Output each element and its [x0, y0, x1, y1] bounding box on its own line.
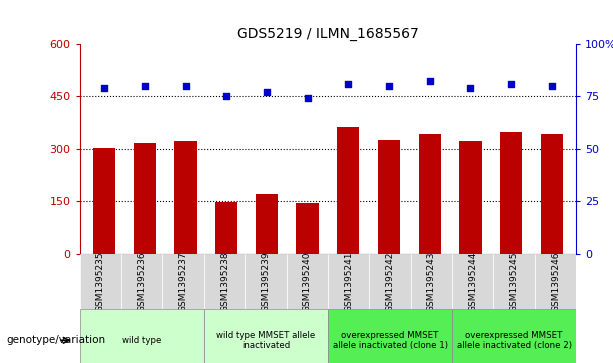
Point: [384, 83, 394, 89]
Point: [547, 83, 557, 89]
Bar: [174, 141, 197, 254]
Point: [303, 95, 313, 101]
Bar: [80, 254, 121, 309]
Bar: [337, 127, 359, 254]
Bar: [134, 143, 156, 254]
Text: GSM1395244: GSM1395244: [468, 251, 478, 311]
Point: [425, 78, 435, 84]
Text: overexpressed MMSET
allele inactivated (clone 1): overexpressed MMSET allele inactivated (…: [332, 331, 447, 350]
Title: GDS5219 / ILMN_1685567: GDS5219 / ILMN_1685567: [237, 27, 419, 41]
Text: GSM1395236: GSM1395236: [137, 251, 147, 312]
Bar: [452, 309, 576, 363]
Text: GSM1395237: GSM1395237: [178, 251, 188, 312]
Text: GSM1395235: GSM1395235: [96, 251, 105, 312]
Bar: [328, 309, 452, 363]
Bar: [369, 254, 411, 309]
Bar: [500, 132, 522, 254]
Bar: [80, 309, 204, 363]
Point: [506, 81, 516, 86]
Bar: [162, 254, 204, 309]
Point: [465, 85, 475, 91]
Text: wild type: wild type: [122, 336, 161, 345]
Bar: [411, 254, 452, 309]
Point: [221, 93, 231, 99]
Point: [262, 89, 272, 95]
Bar: [541, 134, 563, 254]
Text: GSM1395240: GSM1395240: [303, 251, 312, 311]
Bar: [459, 141, 482, 254]
Bar: [378, 140, 400, 254]
Point: [181, 83, 191, 89]
Bar: [328, 254, 369, 309]
Point: [343, 81, 353, 86]
Bar: [452, 254, 493, 309]
Text: genotype/variation: genotype/variation: [6, 335, 105, 345]
Text: GSM1395238: GSM1395238: [220, 251, 229, 312]
Bar: [121, 254, 162, 309]
Text: GSM1395239: GSM1395239: [261, 251, 270, 312]
Text: GSM1395243: GSM1395243: [427, 251, 436, 311]
Bar: [287, 254, 328, 309]
Text: GSM1395241: GSM1395241: [344, 251, 353, 311]
Bar: [204, 309, 328, 363]
Bar: [204, 254, 245, 309]
Point: [140, 83, 150, 89]
Bar: [93, 148, 115, 254]
Bar: [215, 202, 237, 254]
Bar: [245, 254, 286, 309]
Text: GSM1395242: GSM1395242: [386, 251, 395, 311]
Point: [99, 85, 109, 91]
Bar: [297, 203, 319, 254]
Text: GSM1395245: GSM1395245: [509, 251, 519, 311]
Text: GSM1395246: GSM1395246: [551, 251, 560, 311]
Bar: [535, 254, 576, 309]
Text: overexpressed MMSET
allele inactivated (clone 2): overexpressed MMSET allele inactivated (…: [457, 331, 572, 350]
Text: wild type MMSET allele
inactivated: wild type MMSET allele inactivated: [216, 331, 316, 350]
Bar: [493, 254, 535, 309]
Bar: [256, 195, 278, 254]
Bar: [419, 134, 441, 254]
